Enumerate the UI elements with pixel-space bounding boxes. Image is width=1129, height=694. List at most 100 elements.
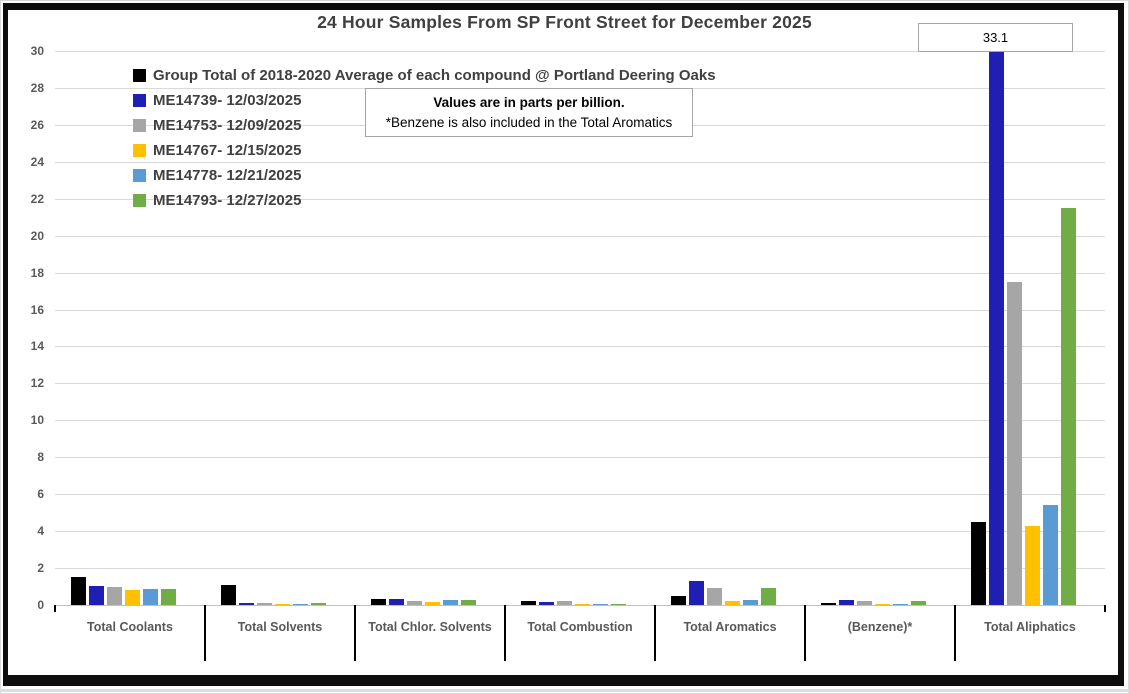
x-axis-category-label: Total Aliphatics xyxy=(984,620,1076,634)
bar xyxy=(293,604,308,605)
bar xyxy=(593,603,608,605)
category-separator xyxy=(954,605,956,661)
bar xyxy=(743,599,758,605)
x-axis-category-label: Total Aromatics xyxy=(683,620,777,634)
gridline xyxy=(55,457,1105,459)
bar xyxy=(557,601,572,605)
y-axis-tick-label: 14 xyxy=(30,339,44,354)
gridline xyxy=(55,161,1105,163)
y-axis-tick-label: 30 xyxy=(30,44,44,58)
x-axis-category-label: Total Solvents xyxy=(237,620,323,634)
category-separator xyxy=(204,605,206,661)
y-axis-tick-label: 16 xyxy=(30,302,44,317)
bar xyxy=(239,602,254,605)
gridline xyxy=(55,568,1105,570)
legend-item: ME14778- 12/21/2025 xyxy=(133,163,716,188)
legend-swatch-icon xyxy=(133,194,146,207)
legend-swatch-icon xyxy=(133,119,146,132)
bar xyxy=(821,602,836,605)
bar xyxy=(275,603,290,605)
y-axis-tick-label: 8 xyxy=(37,450,44,465)
legend-label: ME14778- 12/21/2025 xyxy=(153,167,302,184)
legend-label: Group Total of 2018-2020 Average of each… xyxy=(153,67,716,84)
bar xyxy=(143,589,158,605)
legend-label: ME14793- 12/27/2025 xyxy=(153,192,302,209)
offscale-value-annotation: 33.1 xyxy=(918,23,1073,52)
bar xyxy=(1043,505,1058,605)
y-axis-tick-label: 2 xyxy=(37,561,44,576)
y-axis-tick-label: 28 xyxy=(30,80,44,95)
gridline xyxy=(55,383,1105,385)
category-separator xyxy=(54,605,56,612)
legend-label: ME14753- 12/09/2025 xyxy=(153,117,302,134)
bar xyxy=(257,603,272,605)
bar xyxy=(689,580,704,605)
bar xyxy=(839,600,854,605)
window-bottom-strip xyxy=(0,689,1129,692)
note-line-units: Values are in parts per billion. xyxy=(433,94,625,110)
bar xyxy=(575,604,590,605)
y-axis-tick-label: 26 xyxy=(30,117,44,132)
bar xyxy=(761,588,776,605)
x-axis-category-label: Total Combustion xyxy=(527,620,633,634)
y-axis-tick-label: 24 xyxy=(30,154,44,169)
bar xyxy=(893,603,908,605)
bar xyxy=(1061,207,1076,605)
bar xyxy=(407,600,422,605)
bar xyxy=(89,585,104,605)
bar xyxy=(971,521,986,605)
gridline xyxy=(55,309,1105,311)
category-separator xyxy=(504,605,506,661)
note-box: Values are in parts per billion. *Benzen… xyxy=(365,88,693,137)
bar xyxy=(107,587,122,605)
bar xyxy=(443,600,458,605)
bar xyxy=(1025,525,1040,605)
legend-swatch-icon xyxy=(133,69,146,82)
y-axis-tick-label: 20 xyxy=(30,228,44,243)
legend-swatch-icon xyxy=(133,169,146,182)
bar xyxy=(311,603,326,605)
bar xyxy=(671,595,686,605)
bar xyxy=(611,603,626,605)
legend-label: ME14767- 12/15/2025 xyxy=(153,142,302,159)
category-separator xyxy=(804,605,806,661)
legend-swatch-icon xyxy=(133,144,146,157)
gridline xyxy=(55,420,1105,422)
y-axis-tick-label: 6 xyxy=(37,487,44,502)
legend-item: ME14767- 12/15/2025 xyxy=(133,138,716,163)
y-axis-tick-label: 18 xyxy=(30,265,44,280)
bar xyxy=(425,601,440,605)
gridline xyxy=(55,605,1105,606)
bar xyxy=(71,577,86,605)
legend-item: ME14739- 12/03/2025 xyxy=(133,88,716,113)
chart-title: 24 Hour Samples From SP Front Street for… xyxy=(317,12,812,32)
bar xyxy=(875,603,890,605)
gridline xyxy=(55,494,1105,496)
bar xyxy=(725,601,740,605)
bar xyxy=(539,602,554,605)
legend: Group Total of 2018-2020 Average of each… xyxy=(133,63,716,213)
legend-item: ME14753- 12/09/2025 xyxy=(133,113,716,138)
gridline xyxy=(55,531,1105,533)
legend-item: ME14793- 12/27/2025 xyxy=(133,188,716,213)
bar xyxy=(1007,281,1022,605)
x-axis-category-label: Total Coolants xyxy=(87,620,173,634)
y-axis-tick-label: 10 xyxy=(30,413,44,428)
bar xyxy=(371,599,386,605)
gridline xyxy=(55,235,1105,237)
note-line-benzene: *Benzene is also included in the Total A… xyxy=(385,114,673,130)
y-axis-tick-label: 4 xyxy=(37,524,44,539)
legend-swatch-icon xyxy=(133,94,146,107)
gridline xyxy=(55,272,1105,274)
gridline xyxy=(55,51,1105,52)
bar xyxy=(389,599,404,605)
legend-item: Group Total of 2018-2020 Average of each… xyxy=(133,63,716,88)
y-axis-tick-label: 22 xyxy=(30,191,44,206)
category-separator xyxy=(354,605,356,661)
x-axis-category-label: (Benzene)* xyxy=(847,620,913,634)
y-axis-tick-label: 12 xyxy=(30,376,44,391)
gridline xyxy=(55,346,1105,348)
bar xyxy=(911,601,926,605)
bar xyxy=(125,590,140,605)
